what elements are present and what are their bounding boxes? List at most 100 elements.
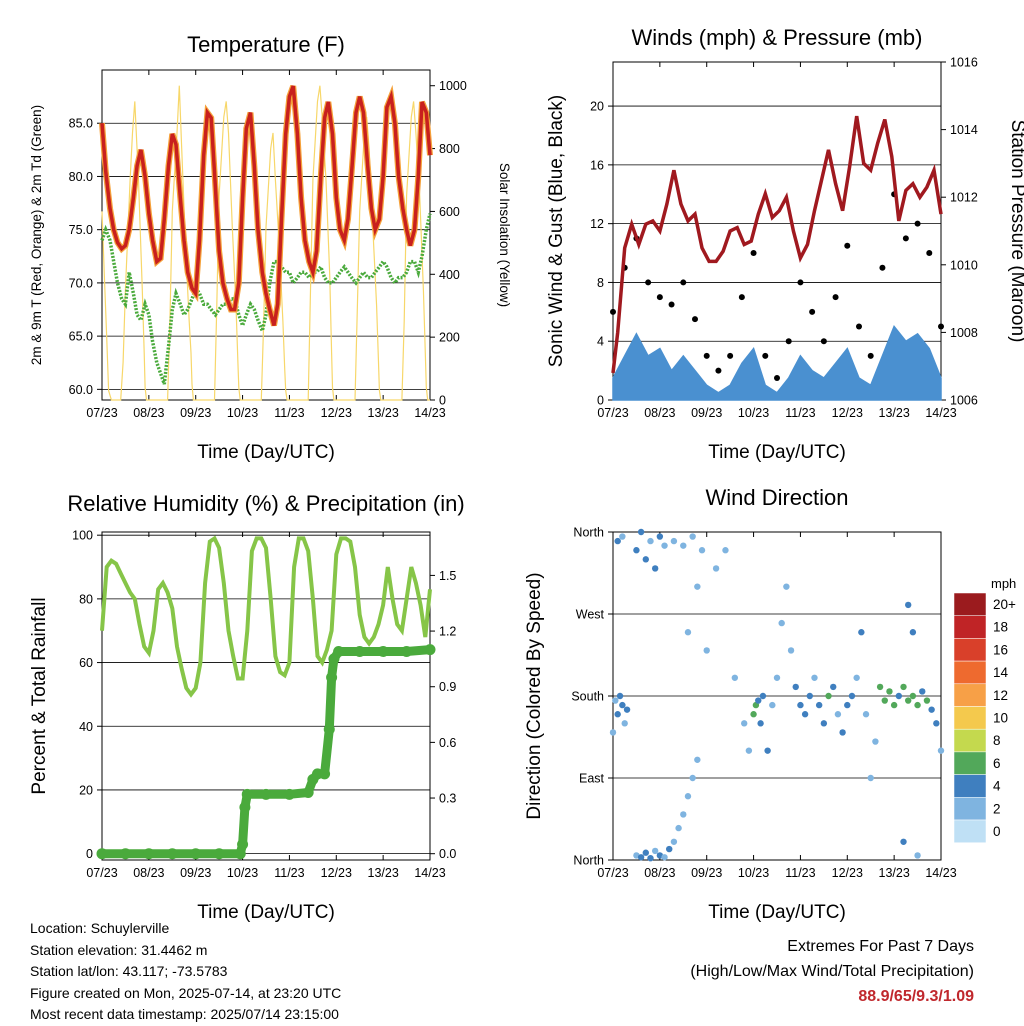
colorbar-swatch <box>953 728 987 753</box>
y-tick-label: 60 <box>79 656 93 670</box>
y2-axis-label: Solar Insolation (Yellow) <box>497 163 512 307</box>
direction-point <box>642 556 649 563</box>
colorbar-swatch <box>953 774 987 798</box>
colorbar-label: 4 <box>993 779 1001 794</box>
temperature-2m-line <box>100 85 432 326</box>
direction-point <box>759 692 767 700</box>
x-tick-label: 10/23 <box>738 866 769 880</box>
gust-point <box>703 352 710 359</box>
x-axis-label: Time (Day/UTC) <box>197 442 335 463</box>
direction-point <box>867 774 874 782</box>
wind-direction-panel: 07/23 08/23 09/23 10/23 11/23 12/23 13/23 14/23… <box>524 485 957 923</box>
direction-point <box>651 847 659 855</box>
y-tick-label: 75.0 <box>69 223 93 237</box>
direction-point <box>694 583 701 590</box>
station-elevation: Station elevation: 31.4462 m <box>30 941 208 958</box>
colorbar-label: 20+ <box>993 597 1016 612</box>
y-tick-label: 4 <box>597 335 604 349</box>
y-axis-label: Direction (Colored By Speed) <box>524 572 545 819</box>
direction-point <box>914 701 921 709</box>
y2-tick-label: 0.9 <box>439 680 456 694</box>
precip-point <box>237 838 249 850</box>
y2-tick-label: 1008 <box>950 326 978 340</box>
colorbar-label: 16 <box>993 642 1008 657</box>
precip-point <box>302 786 314 798</box>
direction-point <box>755 697 762 704</box>
direction-point <box>853 674 860 681</box>
extremes-subtitle: (High/Low/Max Wind/Total Precipitation) <box>690 963 974 980</box>
precip-total-line <box>97 645 435 859</box>
colorbar-label: 6 <box>993 756 1001 771</box>
y2-tick-label: 200 <box>439 331 460 345</box>
direction-point <box>675 824 682 832</box>
y2-tick-label: 600 <box>439 205 460 219</box>
y-tick-label: 16 <box>590 158 604 172</box>
temperature-panel: 07/23 08/23 09/23 10/23 11/23 12/23 13/23 14/23… <box>29 32 512 463</box>
precip-point <box>323 723 335 735</box>
x-tick-label: 12/23 <box>832 406 863 420</box>
direction-point <box>830 683 837 691</box>
pressure-line <box>611 115 943 374</box>
direction-point <box>614 711 621 718</box>
y-tick-label: 70.0 <box>69 276 93 290</box>
direction-point <box>844 701 851 709</box>
precip-point <box>239 801 251 813</box>
direction-point <box>806 692 813 700</box>
gust-point <box>820 338 827 345</box>
direction-point <box>680 811 687 818</box>
x-tick-label: 08/23 <box>133 406 164 420</box>
precip-point <box>401 645 413 657</box>
x-tick-label: 12/23 <box>321 866 352 880</box>
gust-point <box>727 352 734 359</box>
direction-point <box>787 647 795 654</box>
direction-point <box>712 565 720 572</box>
colorbar-label: 2 <box>993 801 1001 816</box>
colorbar-swatch <box>953 819 987 843</box>
precip-point <box>283 788 295 800</box>
colorbar-label: 14 <box>993 665 1009 680</box>
direction-point <box>750 711 757 718</box>
colorbar-label: 0 <box>993 824 1001 839</box>
colorbar-swatch <box>953 592 987 616</box>
gust-point <box>856 323 862 330</box>
y2-tick-label: 1012 <box>950 191 978 205</box>
direction-point <box>651 565 659 572</box>
precip-point <box>119 848 131 860</box>
y-tick-label: West <box>576 608 605 622</box>
y-tick-label: 20 <box>79 783 93 797</box>
precip-point <box>424 644 436 656</box>
chart-title: Wind Direction <box>705 485 848 510</box>
direction-point <box>623 706 631 713</box>
direction-point <box>670 537 678 545</box>
x-tick-label: 14/23 <box>925 406 956 420</box>
y-tick-label: 60.0 <box>69 383 93 397</box>
gust-point <box>832 294 839 301</box>
precip-point <box>326 671 338 683</box>
gust-point <box>902 235 909 242</box>
x-tick-label: 07/23 <box>86 406 117 420</box>
y-tick-label: 0 <box>86 847 93 861</box>
direction-point <box>778 619 785 627</box>
direction-point <box>900 838 907 845</box>
y-tick-label: 40 <box>79 720 93 734</box>
x-tick-label: 13/23 <box>368 406 399 420</box>
direction-point <box>661 854 668 861</box>
winds-pressure-panel: 07/23 08/23 09/23 10/23 11/23 12/23 13/23 14/23… <box>546 25 1024 463</box>
colorbar-title: mph <box>991 576 1016 591</box>
direction-point <box>684 793 692 800</box>
direction-point <box>666 845 673 853</box>
colorbar-swatch <box>953 797 987 821</box>
direction-point <box>661 542 668 549</box>
x-tick-label: 08/23 <box>644 866 675 880</box>
y2-tick-label: 0.3 <box>439 792 456 806</box>
gust-point <box>762 352 769 359</box>
direction-point <box>684 629 692 636</box>
direction-point <box>848 692 856 700</box>
x-tick-label: 13/23 <box>879 866 910 880</box>
y2-tick-label: 0 <box>439 394 446 408</box>
direction-point <box>621 720 628 727</box>
direction-point <box>909 629 917 636</box>
precip-point <box>234 848 246 860</box>
colorbar-swatch <box>953 638 987 662</box>
direction-point <box>616 692 624 700</box>
